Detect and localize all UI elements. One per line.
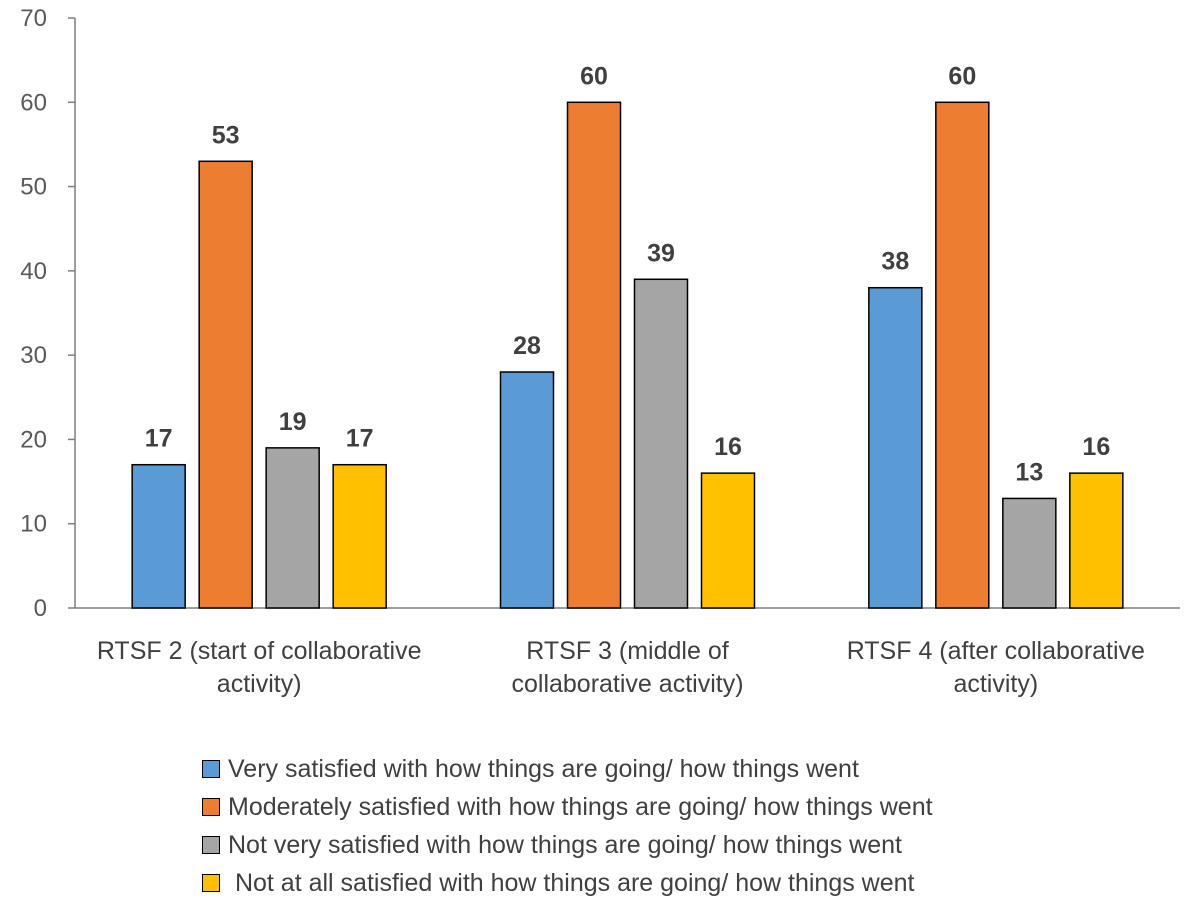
- bar-chart: 0 10 20 30 40 50 60 70 RTSF 2 (start of collabor…: [20, 5, 1180, 698]
- y-tick-label: 10: [20, 511, 47, 538]
- y-tick-label: 70: [20, 5, 47, 32]
- bar: [700, 472, 756, 609]
- x-category-label: RTSF 4 (after collaborative: [847, 637, 1145, 665]
- legend-item: Very satisfied with how things are going…: [202, 750, 933, 788]
- chart-axes: 0 10 20 30 40 50 60 70 RTSF 2 (start of collabor…: [20, 5, 1180, 698]
- legend-item: Moderately satisfied with how things are…: [202, 788, 933, 826]
- bar: [1002, 497, 1057, 609]
- bar: [265, 447, 320, 609]
- data-label: 38: [881, 248, 909, 276]
- bar: [1069, 472, 1124, 609]
- bar: [499, 371, 555, 609]
- bar: [868, 286, 923, 609]
- legend-label: Moderately satisfied with how things are…: [228, 792, 933, 821]
- legend-swatch: [202, 836, 220, 854]
- x-category-label: activity): [217, 670, 302, 698]
- chart-legend: Very satisfied with how things are going…: [202, 750, 933, 902]
- data-label: 17: [346, 425, 374, 453]
- data-label: 13: [1015, 458, 1043, 486]
- legend-swatch: [202, 874, 220, 892]
- bar: [566, 101, 622, 609]
- data-label: 60: [948, 62, 976, 90]
- chart-bars: [131, 101, 1124, 609]
- bar: [633, 278, 689, 609]
- bar: [935, 101, 990, 609]
- y-tick-label: 40: [20, 258, 47, 285]
- data-label: 19: [279, 408, 307, 436]
- bar: [198, 160, 253, 609]
- data-label: 39: [647, 239, 675, 267]
- y-tick-label: 30: [20, 342, 47, 369]
- x-category-label: RTSF 2 (start of collaborative: [97, 637, 422, 665]
- data-label: 53: [212, 121, 240, 149]
- bar: [131, 463, 186, 609]
- chart-labels: 17 53 19 17 28 60 39 16 38 60 13 16: [145, 62, 1110, 486]
- x-category-label: collaborative activity): [511, 670, 743, 698]
- y-tick-label: 60: [20, 89, 47, 116]
- data-label: 16: [1082, 433, 1110, 461]
- legend-item: Not very satisfied with how things are g…: [202, 826, 933, 864]
- legend-swatch: [202, 760, 220, 778]
- legend-label: Very satisfied with how things are going…: [228, 754, 859, 783]
- legend-label: Not at all satisfied with how things are…: [228, 868, 915, 897]
- data-label: 28: [513, 332, 541, 360]
- legend-item: Not at all satisfied with how things are…: [202, 864, 933, 902]
- y-tick-label: 20: [20, 426, 47, 453]
- legend-swatch: [202, 798, 220, 816]
- bar: [332, 463, 387, 609]
- y-tick-label: 0: [34, 595, 47, 622]
- x-category-label: activity): [953, 670, 1038, 698]
- y-tick-label: 50: [20, 174, 47, 201]
- data-label: 60: [580, 62, 608, 90]
- x-category-label: RTSF 3 (middle of: [526, 637, 728, 665]
- data-label: 17: [145, 425, 173, 453]
- legend-label: Not very satisfied with how things are g…: [228, 830, 902, 859]
- data-label: 16: [714, 433, 742, 461]
